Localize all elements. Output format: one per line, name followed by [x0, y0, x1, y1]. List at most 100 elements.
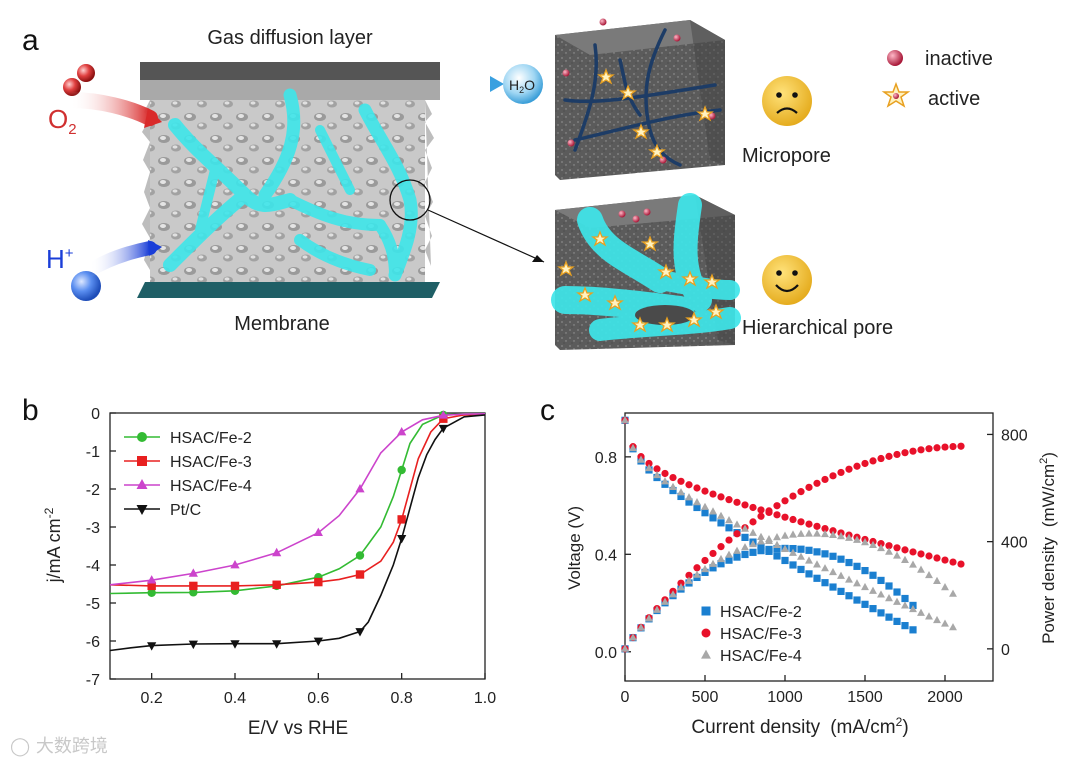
power-marker-c: [885, 452, 893, 460]
power-marker-c: [773, 502, 781, 510]
voltage-marker-c: [709, 514, 717, 522]
power-marker-c: [949, 442, 957, 451]
legend-label-c: HSAC/Fe-2: [720, 604, 802, 621]
power-marker-c: [717, 543, 725, 551]
legend-marker-c: [701, 649, 711, 659]
y-axis-label-left-c: Voltage (V): [565, 506, 584, 590]
o2-label: O2: [48, 104, 77, 138]
voltage-marker-c: [909, 604, 917, 613]
series-marker-b: [230, 581, 240, 591]
voltage-marker-c: [661, 477, 669, 485]
y-tick-label-b: -3: [86, 520, 100, 537]
legend-label-c: HSAC/Fe-4: [720, 648, 802, 665]
power-marker-c: [765, 534, 773, 543]
series-marker-b: [188, 568, 198, 577]
voltage-marker-c: [749, 528, 757, 536]
voltage-marker-c: [805, 520, 813, 528]
power-marker-c: [797, 545, 805, 553]
voltage-marker-c: [861, 600, 869, 608]
power-marker-c: [797, 488, 805, 496]
power-marker-c: [701, 568, 709, 576]
power-marker-c: [677, 583, 685, 591]
voltage-marker-c: [677, 488, 685, 496]
legend-marker-b: [137, 456, 147, 466]
voltage-marker-c: [805, 556, 813, 564]
power-marker-c: [645, 614, 653, 622]
power-marker-c: [757, 537, 765, 545]
voltage-marker-c: [717, 511, 725, 519]
power-marker-c: [837, 532, 845, 540]
voltage-marker-c: [821, 524, 829, 533]
power-marker-c: [629, 633, 637, 641]
voltage-marker-c: [781, 556, 789, 565]
power-marker-c: [709, 549, 717, 558]
power-marker-c: [885, 547, 893, 555]
voltage-marker-c: [845, 575, 853, 583]
power-marker-c: [845, 533, 853, 541]
power-marker-c: [845, 465, 853, 473]
power-marker-c: [909, 560, 917, 568]
voltage-marker-c: [645, 459, 653, 468]
power-marker-c: [765, 507, 773, 515]
power-marker-c: [901, 449, 909, 457]
voltage-marker-c: [957, 560, 965, 568]
voltage-marker-c: [821, 579, 829, 587]
y-tick-label-left-c: 0.8: [595, 450, 617, 467]
x-tick-label-b: 0.6: [307, 690, 329, 707]
power-marker-c: [709, 564, 717, 572]
voltage-marker-c: [717, 493, 725, 501]
y-tick-label-left-c: 0.0: [595, 645, 617, 662]
zoom-circle: [389, 179, 431, 221]
voltage-marker-c: [949, 558, 957, 566]
power-marker-c: [685, 576, 693, 584]
voltage-marker-c: [813, 574, 821, 582]
panel-label-a: a: [22, 24, 39, 57]
power-marker-c: [885, 582, 893, 590]
power-marker-c: [933, 444, 941, 452]
cyan-channels: [163, 88, 418, 282]
voltage-marker-c: [653, 465, 661, 473]
voltage-marker-c: [797, 552, 805, 560]
h-plus-arrow: [83, 241, 157, 277]
hier-active-sites: [557, 230, 725, 333]
series-marker-b: [438, 410, 448, 419]
o2-arrow: [62, 92, 158, 126]
voltage-marker-c: [925, 552, 933, 560]
power-marker-c: [789, 544, 797, 553]
voltage-marker-c: [749, 503, 757, 512]
power-marker-c: [829, 552, 837, 560]
voltage-marker-c: [789, 515, 797, 524]
power-marker-c: [789, 530, 797, 538]
voltage-marker-c: [901, 601, 909, 609]
power-marker-c: [733, 530, 741, 538]
y-axis-label-b: j/mA cm-2: [42, 507, 64, 583]
power-marker-c: [933, 576, 941, 584]
y-tick-label-right-c: 400: [1001, 535, 1028, 552]
power-marker-c: [717, 554, 725, 563]
voltage-marker-c: [781, 544, 789, 552]
power-marker-c: [853, 535, 861, 543]
voltage-marker-c: [789, 561, 797, 569]
voltage-marker-c: [757, 506, 765, 514]
power-marker-c: [821, 529, 829, 538]
voltage-marker-c: [845, 592, 853, 600]
power-marker-c: [781, 531, 789, 539]
voltage-marker-c: [933, 615, 941, 624]
series-marker-b: [272, 640, 282, 649]
series-marker-b: [397, 535, 407, 544]
power-marker-c: [837, 555, 845, 563]
voltage-marker-c: [693, 484, 701, 492]
voltage-marker-c: [877, 590, 885, 598]
power-marker-c: [693, 564, 701, 572]
hier-inactive-sites: [618, 208, 651, 223]
power-marker-c: [725, 536, 733, 544]
voltage-marker-c: [821, 564, 829, 572]
power-marker-c: [773, 533, 781, 541]
voltage-marker-c: [933, 554, 941, 562]
voltage-marker-c: [653, 470, 661, 479]
voltage-marker-c: [773, 511, 781, 519]
legend-label-b: HSAC/Fe-3: [170, 454, 252, 471]
series-marker-b: [147, 642, 157, 651]
power-marker-c: [717, 560, 725, 568]
x-tick-label-c: 2000: [927, 689, 963, 706]
